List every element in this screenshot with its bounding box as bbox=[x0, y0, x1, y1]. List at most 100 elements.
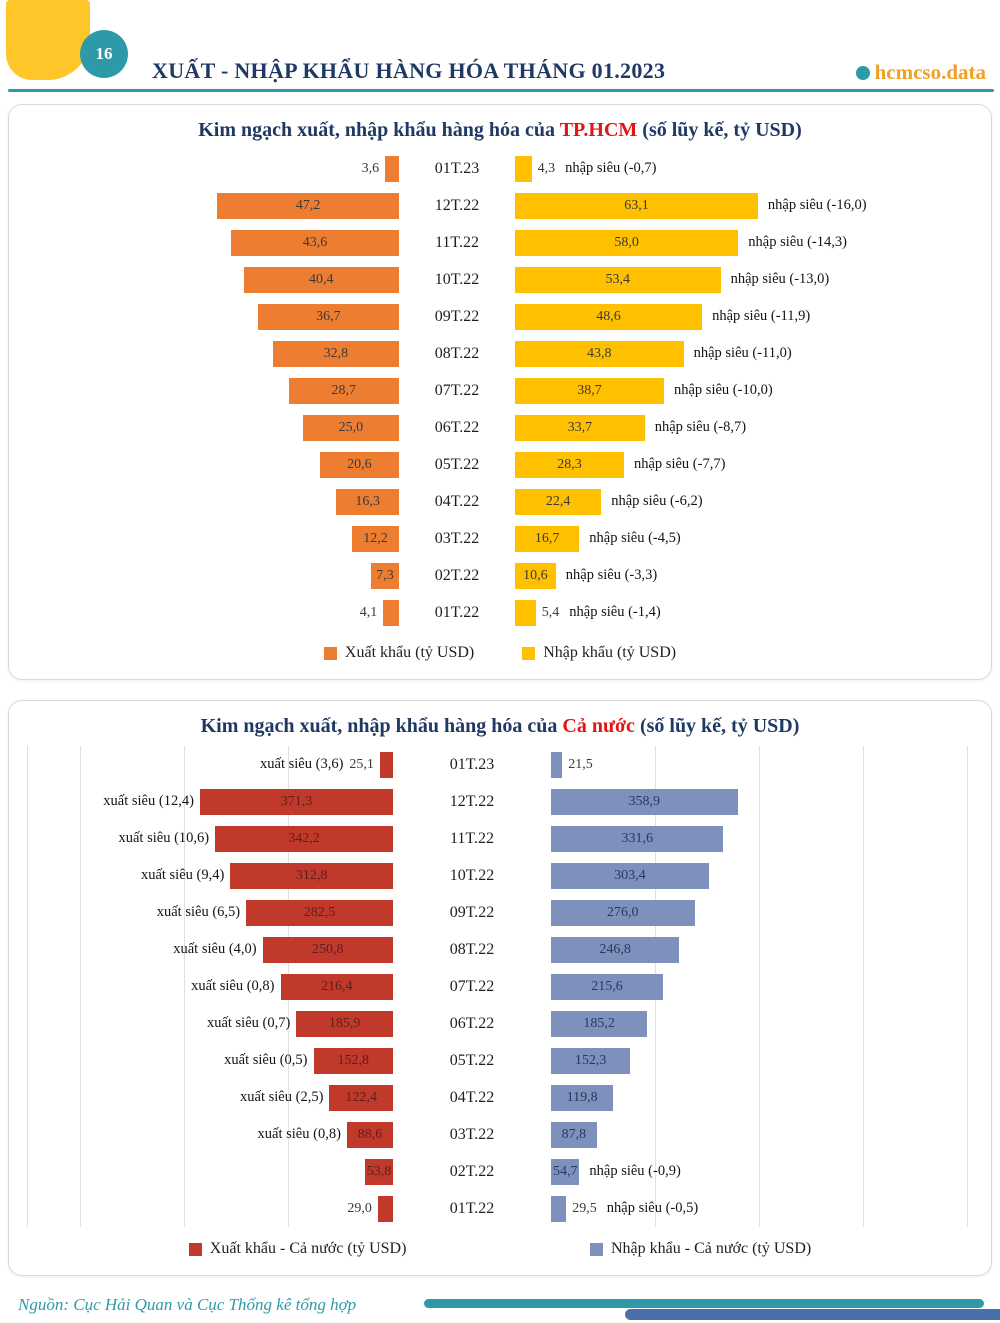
import-bar: 38,7 bbox=[515, 377, 664, 404]
trade-deficit-annotation: nhập siêu (-8,7) bbox=[654, 419, 747, 435]
chart-row: 20,6 05T.22 28,3 nhập siêu (-7,7) bbox=[27, 446, 973, 483]
trade-surplus-annotation: xuất siêu (10,6) bbox=[118, 830, 210, 846]
left-plot: xuất siêu (4,0) 250,8 bbox=[27, 931, 393, 968]
trade-deficit-annotation: nhập siêu (-3,3) bbox=[565, 567, 658, 583]
export-bar: 32,8 bbox=[272, 340, 399, 367]
left-plot: xuất siêu (10,6) 342,2 bbox=[27, 820, 393, 857]
import-value: 58,0 bbox=[614, 234, 639, 250]
export-value: 43,6 bbox=[302, 234, 328, 250]
source-note: Nguồn: Cục Hải Quan và Cục Thống kê tổng… bbox=[18, 1295, 357, 1314]
import-value: 16,7 bbox=[534, 530, 560, 546]
export-value: 7,3 bbox=[376, 567, 394, 583]
period-label: 12T.22 bbox=[449, 792, 495, 810]
trade-surplus-annotation: xuất siêu (0,7) bbox=[206, 1015, 291, 1031]
left-plot: 28,7 bbox=[27, 372, 399, 409]
trade-surplus-annotation: xuất siêu (6,5) bbox=[156, 904, 241, 920]
export-value: 53,8 bbox=[366, 1163, 392, 1179]
period-label: 12T.22 bbox=[434, 196, 480, 214]
period-label: 02T.22 bbox=[434, 566, 480, 584]
right-plot: 16,7 nhập siêu (-4,5) bbox=[515, 520, 973, 557]
right-plot: 63,1 nhập siêu (-16,0) bbox=[515, 187, 973, 224]
right-plot: 4,3 nhập siêu (-0,7) bbox=[515, 150, 973, 187]
period-label: 03T.22 bbox=[449, 1125, 495, 1143]
left-plot: xuất siêu (12,4) 371,3 bbox=[27, 783, 393, 820]
chart-row: xuất siêu (0,8) 216,4 07T.22 215,6 bbox=[27, 968, 973, 1005]
import-bar: 43,8 bbox=[515, 340, 684, 367]
chart-row: xuất siêu (12,4) 371,3 12T.22 358,9 bbox=[27, 783, 973, 820]
export-bar: 16,3 bbox=[336, 488, 399, 515]
export-bar: 12,2 bbox=[352, 525, 399, 552]
export-value: 282,5 bbox=[303, 904, 336, 920]
import-bar: 276,0 bbox=[551, 899, 695, 926]
import-bar: 16,7 bbox=[515, 525, 580, 552]
export-bar: 122,4 bbox=[329, 1084, 393, 1111]
export-value: 88,6 bbox=[357, 1126, 383, 1142]
right-plot: 276,0 bbox=[551, 894, 973, 931]
export-value: 185,9 bbox=[328, 1015, 361, 1031]
import-bar: 185,2 bbox=[551, 1010, 648, 1037]
trade-deficit-annotation: nhập siêu (-16,0) bbox=[767, 197, 867, 213]
period-label: 01T.23 bbox=[434, 159, 480, 177]
page-title: XUẤT - NHẬP KHẨU HÀNG HÓA THÁNG 01.2023 bbox=[152, 58, 666, 83]
export-bar: 25,0 bbox=[302, 414, 399, 441]
national-chart-title-suffix: (số lũy kế, tỷ USD) bbox=[634, 715, 800, 737]
chart-row: xuất siêu (10,6) 342,2 11T.22 331,6 bbox=[27, 820, 973, 857]
export-bar: 7,3 bbox=[370, 562, 399, 589]
import-bar: 54,7 bbox=[551, 1158, 580, 1185]
export-value: 32,8 bbox=[323, 345, 349, 361]
export-value: 25,1 bbox=[349, 756, 374, 772]
export-value: 312,8 bbox=[295, 867, 328, 883]
period-label: 07T.22 bbox=[449, 977, 495, 995]
trade-deficit-annotation: nhập siêu (-14,3) bbox=[748, 234, 847, 250]
chart-row: 36,7 09T.22 48,6 nhập siêu (-11,9) bbox=[27, 298, 973, 335]
export-value: 3,6 bbox=[361, 160, 380, 176]
chart-row: 28,7 07T.22 38,7 nhập siêu (-10,0) bbox=[27, 372, 973, 409]
chart-row: xuất siêu (0,5) 152,8 05T.22 152,3 bbox=[27, 1042, 973, 1079]
left-plot: xuất siêu (6,5) 282,5 bbox=[27, 894, 393, 931]
national-chart-title: Kim ngạch xuất, nhập khẩu hàng hóa của C… bbox=[27, 715, 973, 738]
left-plot: 29,0 bbox=[27, 1190, 393, 1227]
period-label: 06T.22 bbox=[434, 418, 480, 436]
header: 16 XUẤT - NHẬP KHẨU HÀNG HÓA THÁNG 01.20… bbox=[0, 0, 1000, 96]
trade-surplus-annotation: xuất siêu (12,4) bbox=[103, 793, 194, 809]
trade-deficit-annotation: nhập siêu (-11,9) bbox=[712, 308, 811, 324]
chart-row: xuất siêu (9,4) 312,8 10T.22 303,4 bbox=[27, 857, 973, 894]
corner-decoration bbox=[6, 0, 90, 80]
import-value: 28,3 bbox=[557, 456, 582, 472]
hcm-tornado-chart: 3,6 01T.23 4,3 nhập siêu (-0,7) 47,2 12T.22 63… bbox=[27, 150, 973, 631]
chart-row: 29,0 01T.22 29,5 nhập siêu (-0,5) bbox=[27, 1190, 973, 1227]
left-plot: 43,6 bbox=[27, 224, 399, 261]
period-label: 09T.22 bbox=[449, 903, 495, 921]
left-plot: 47,2 bbox=[27, 187, 399, 224]
right-plot: 119,8 bbox=[551, 1079, 973, 1116]
right-plot: 48,6 nhập siêu (-11,9) bbox=[515, 298, 973, 335]
trade-surplus-annotation: xuất siêu (2,5) bbox=[240, 1089, 324, 1105]
chart-row: 16,3 04T.22 22,4 nhập siêu (-6,2) bbox=[27, 483, 973, 520]
period-label: 05T.22 bbox=[434, 455, 480, 473]
right-plot: 185,2 bbox=[551, 1005, 973, 1042]
period-label: 04T.22 bbox=[449, 1088, 495, 1106]
right-plot: 87,8 bbox=[551, 1116, 973, 1153]
legend-label: Nhập khẩu (tỷ USD) bbox=[543, 644, 677, 661]
import-value: 54,7 bbox=[552, 1163, 578, 1179]
chart-row: xuất siêu (3,6) 25,1 01T.23 21,5 bbox=[27, 746, 973, 783]
export-bar bbox=[377, 1195, 393, 1222]
period-label: 01T.23 bbox=[449, 755, 495, 773]
export-bar: 282,5 bbox=[246, 899, 393, 926]
chart-row: 25,0 06T.22 33,7 nhập siêu (-8,7) bbox=[27, 409, 973, 446]
period-label: 03T.22 bbox=[434, 529, 480, 547]
left-plot: 32,8 bbox=[27, 335, 399, 372]
period-label: 09T.22 bbox=[434, 307, 480, 325]
import-bar: 33,7 bbox=[515, 414, 645, 441]
import-value: 33,7 bbox=[567, 419, 593, 435]
right-plot: 53,4 nhập siêu (-13,0) bbox=[515, 261, 973, 298]
import-bar: 58,0 bbox=[515, 229, 739, 256]
right-plot: 43,8 nhập siêu (-11,0) bbox=[515, 335, 973, 372]
right-plot: 22,4 nhập siêu (-6,2) bbox=[515, 483, 973, 520]
chart-row: 53,8 02T.22 54,7 nhập siêu (-0,9) bbox=[27, 1153, 973, 1190]
left-plot: xuất siêu (0,8) 88,6 bbox=[27, 1116, 393, 1153]
import-bar: 246,8 bbox=[551, 936, 680, 963]
export-value: 250,8 bbox=[312, 941, 344, 957]
footer-teal-bar bbox=[424, 1299, 984, 1308]
export-value: 216,4 bbox=[321, 978, 353, 994]
